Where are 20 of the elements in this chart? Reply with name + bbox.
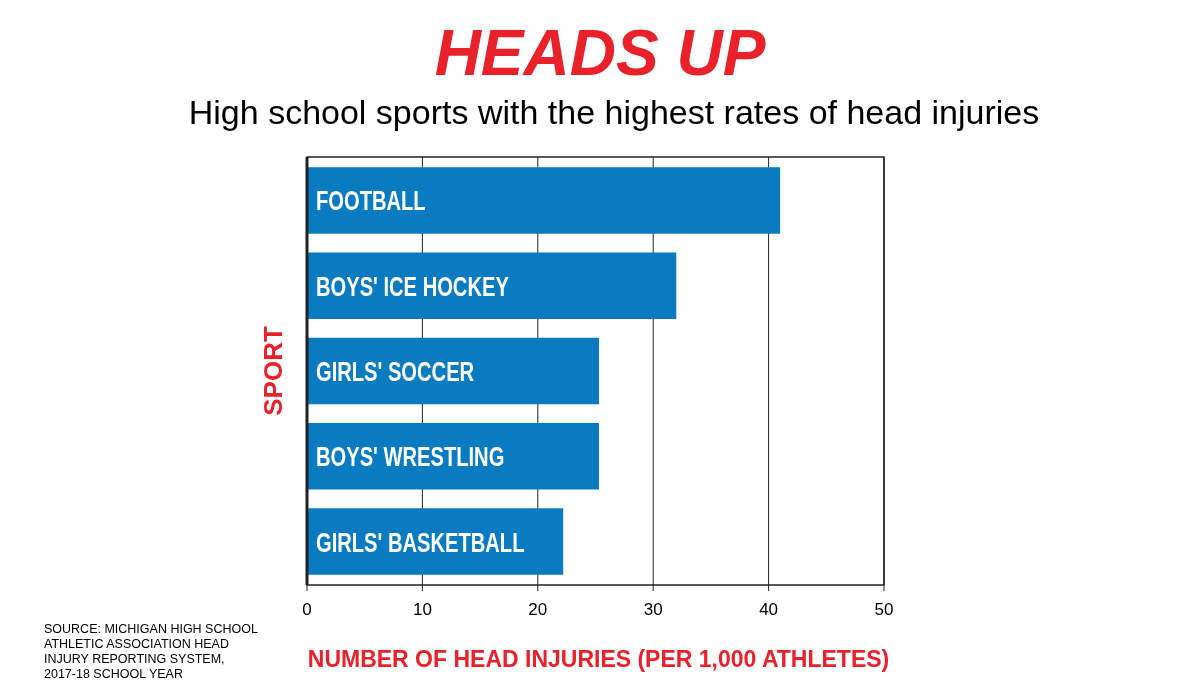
- y-tick-label: BOYS' ICE HOCKEY: [316, 270, 509, 302]
- y-axis-title: SPORT: [258, 326, 288, 416]
- bar: [307, 167, 781, 234]
- x-tick-label: 20: [528, 600, 548, 619]
- y-tick-label: GIRLS' SOCCER: [316, 355, 475, 387]
- x-tick-label: 50: [874, 600, 894, 619]
- chart-subtitle: High school sports with the highest rates of head injuries: [188, 93, 1040, 131]
- bar: [307, 423, 599, 490]
- y-tick-label: GIRLS' BASKETBALL: [316, 526, 525, 558]
- x-tick-label: 40: [759, 600, 779, 619]
- x-tick-label: 0: [302, 600, 312, 619]
- x-tick-label: 30: [643, 600, 663, 619]
- bar: [307, 337, 599, 405]
- x-axis-title: NUMBER OF HEAD INJURIES (PER 1,000 ATHLETES): [307, 646, 890, 672]
- x-tick-label: 10: [412, 600, 432, 619]
- source-note: SOURCE: MICHIGAN HIGH SCHOOL ATHLETIC ASSOCIATION HEAD INJURY REPORTING SYSTEM, 2017-18 SCHOOL YEAR: [44, 622, 258, 681]
- y-tick-label: BOYS' WRESTLING: [316, 441, 505, 472]
- bar: [307, 252, 677, 319]
- chart-title: HEADS UP: [434, 17, 766, 89]
- y-tick-label: FOOTBALL: [316, 185, 426, 217]
